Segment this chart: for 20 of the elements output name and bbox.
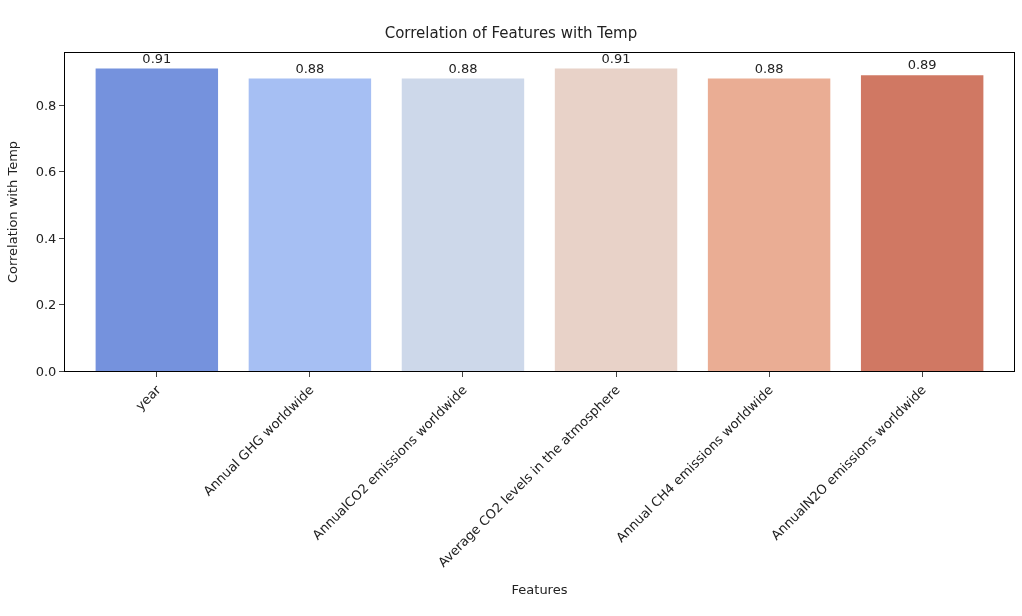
- x-axis-title: Features: [511, 581, 568, 597]
- bar: [554, 68, 678, 371]
- y-axis-title: Correlation with Temp: [4, 140, 20, 284]
- data-label: 0.88: [295, 60, 325, 76]
- chart-title: Correlation of Features with Temp: [384, 24, 638, 43]
- data-label: 0.89: [907, 57, 937, 73]
- bar: [707, 78, 831, 371]
- data-label: 0.91: [601, 50, 631, 66]
- y-tick-label: 0.4: [35, 230, 57, 246]
- data-label: 0.91: [142, 50, 172, 66]
- bar: [95, 68, 219, 371]
- data-label: 0.88: [448, 60, 478, 76]
- bar: [860, 75, 984, 371]
- y-tick-label: 0.2: [35, 297, 57, 313]
- data-label: 0.88: [754, 60, 784, 76]
- y-tick-label: 0.0: [35, 363, 57, 379]
- y-tick-label: 0.8: [35, 97, 57, 113]
- bar: [401, 78, 525, 371]
- y-tick-label: 0.6: [35, 164, 57, 180]
- bar: [248, 78, 372, 371]
